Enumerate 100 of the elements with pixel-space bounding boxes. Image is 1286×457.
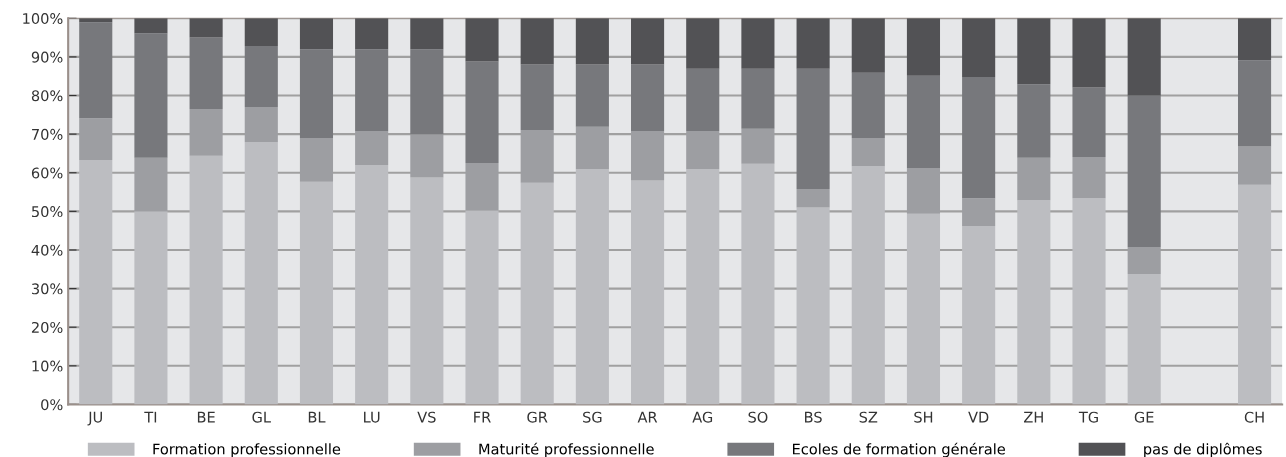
bar xyxy=(299,18,334,50)
bar xyxy=(796,18,830,69)
x-tick-label: TI xyxy=(144,411,157,423)
bar xyxy=(686,68,720,132)
y-tick-label: 10% xyxy=(32,360,63,372)
bar xyxy=(631,180,665,405)
x-tick-label: SH xyxy=(914,411,933,423)
bar xyxy=(796,188,830,208)
x-tick-label: ZH xyxy=(1024,411,1043,423)
legend-label: Maturité professionnelle xyxy=(479,442,654,457)
x-tick-label: GE xyxy=(1134,411,1154,423)
bar xyxy=(189,155,223,405)
bar xyxy=(1238,60,1272,147)
bar xyxy=(134,18,168,34)
bar xyxy=(79,22,113,119)
bar xyxy=(906,18,941,76)
x-tick-label: SG xyxy=(583,411,602,423)
bar xyxy=(741,68,775,129)
legend-label: pas de diplômes xyxy=(1144,442,1262,457)
y-tick-label: 20% xyxy=(31,321,63,333)
bar xyxy=(962,18,996,77)
bar xyxy=(520,64,554,130)
bar xyxy=(851,137,885,167)
x-tick-label: GR xyxy=(527,411,548,423)
bar xyxy=(851,18,885,73)
bar xyxy=(1072,198,1106,405)
y-tick-label: 90% xyxy=(31,51,63,63)
bar xyxy=(520,18,554,65)
bar xyxy=(906,75,941,169)
bar xyxy=(631,18,665,65)
bar xyxy=(465,61,499,164)
y-tick-label: 80% xyxy=(31,90,63,102)
bar xyxy=(1072,18,1106,88)
x-tick-label: VD xyxy=(968,411,989,423)
bar xyxy=(851,72,885,138)
x-tick-label: AG xyxy=(692,411,713,423)
x-tick-label: VS xyxy=(417,411,436,423)
bar xyxy=(1127,273,1161,405)
legend-label: Ecoles de formation générale xyxy=(793,442,1005,457)
bar xyxy=(851,166,885,405)
bar xyxy=(796,68,830,189)
bar xyxy=(575,169,609,405)
bar xyxy=(520,182,554,405)
bar xyxy=(465,18,499,62)
bar xyxy=(741,163,775,405)
x-tick-label: FR xyxy=(474,411,491,423)
x-tick-label: SZ xyxy=(859,411,878,423)
y-tick-label: 0% xyxy=(41,399,63,411)
bar xyxy=(962,226,996,405)
bar xyxy=(244,142,278,405)
bar xyxy=(189,18,223,38)
legend-label: Formation professionnelle xyxy=(153,443,341,457)
bar xyxy=(631,64,665,132)
x-tick-label: GL xyxy=(252,411,271,423)
bar xyxy=(189,37,223,110)
bar xyxy=(410,177,444,405)
y-tick-label: 60% xyxy=(31,167,63,179)
bar xyxy=(244,18,278,47)
y-tick-label: 40% xyxy=(31,244,63,256)
bar xyxy=(1127,18,1161,96)
y-tick-label: 50% xyxy=(32,206,63,218)
bar xyxy=(355,18,389,50)
bar xyxy=(1238,18,1272,61)
bar xyxy=(962,76,996,199)
x-tick-label: AR xyxy=(637,411,658,423)
bar xyxy=(796,207,830,405)
bar xyxy=(134,33,168,158)
bar xyxy=(134,211,168,405)
x-tick-label: JU xyxy=(87,411,102,426)
x-tick-label: BS xyxy=(805,411,822,423)
bar xyxy=(244,46,278,108)
bar xyxy=(741,18,775,69)
x-tick-label: BE xyxy=(197,411,215,423)
bar xyxy=(355,49,389,132)
bar xyxy=(465,210,499,405)
bar xyxy=(355,165,389,405)
bar xyxy=(1017,84,1051,158)
bar xyxy=(410,18,444,50)
bar xyxy=(686,18,720,69)
bar xyxy=(299,181,334,405)
bar xyxy=(1017,200,1051,405)
x-tick-label: CH xyxy=(1244,411,1264,423)
bar xyxy=(575,18,609,65)
y-tick-label: 30% xyxy=(32,283,63,295)
x-tick-label: BL xyxy=(308,411,326,423)
bar xyxy=(79,160,113,405)
bar xyxy=(299,49,334,138)
bar xyxy=(686,169,720,405)
bar xyxy=(906,213,941,405)
y-tick-label: 100% xyxy=(23,13,63,25)
bar xyxy=(575,64,609,127)
x-tick-label: SO xyxy=(748,411,768,423)
bar xyxy=(1238,184,1272,405)
y-tick-label: 70% xyxy=(32,128,63,140)
bar xyxy=(1017,18,1051,85)
x-tick-label: LU xyxy=(364,411,380,423)
bar xyxy=(1072,87,1106,157)
bar xyxy=(1127,95,1161,247)
bar xyxy=(410,49,444,135)
x-tick-label: TG xyxy=(1078,411,1098,423)
